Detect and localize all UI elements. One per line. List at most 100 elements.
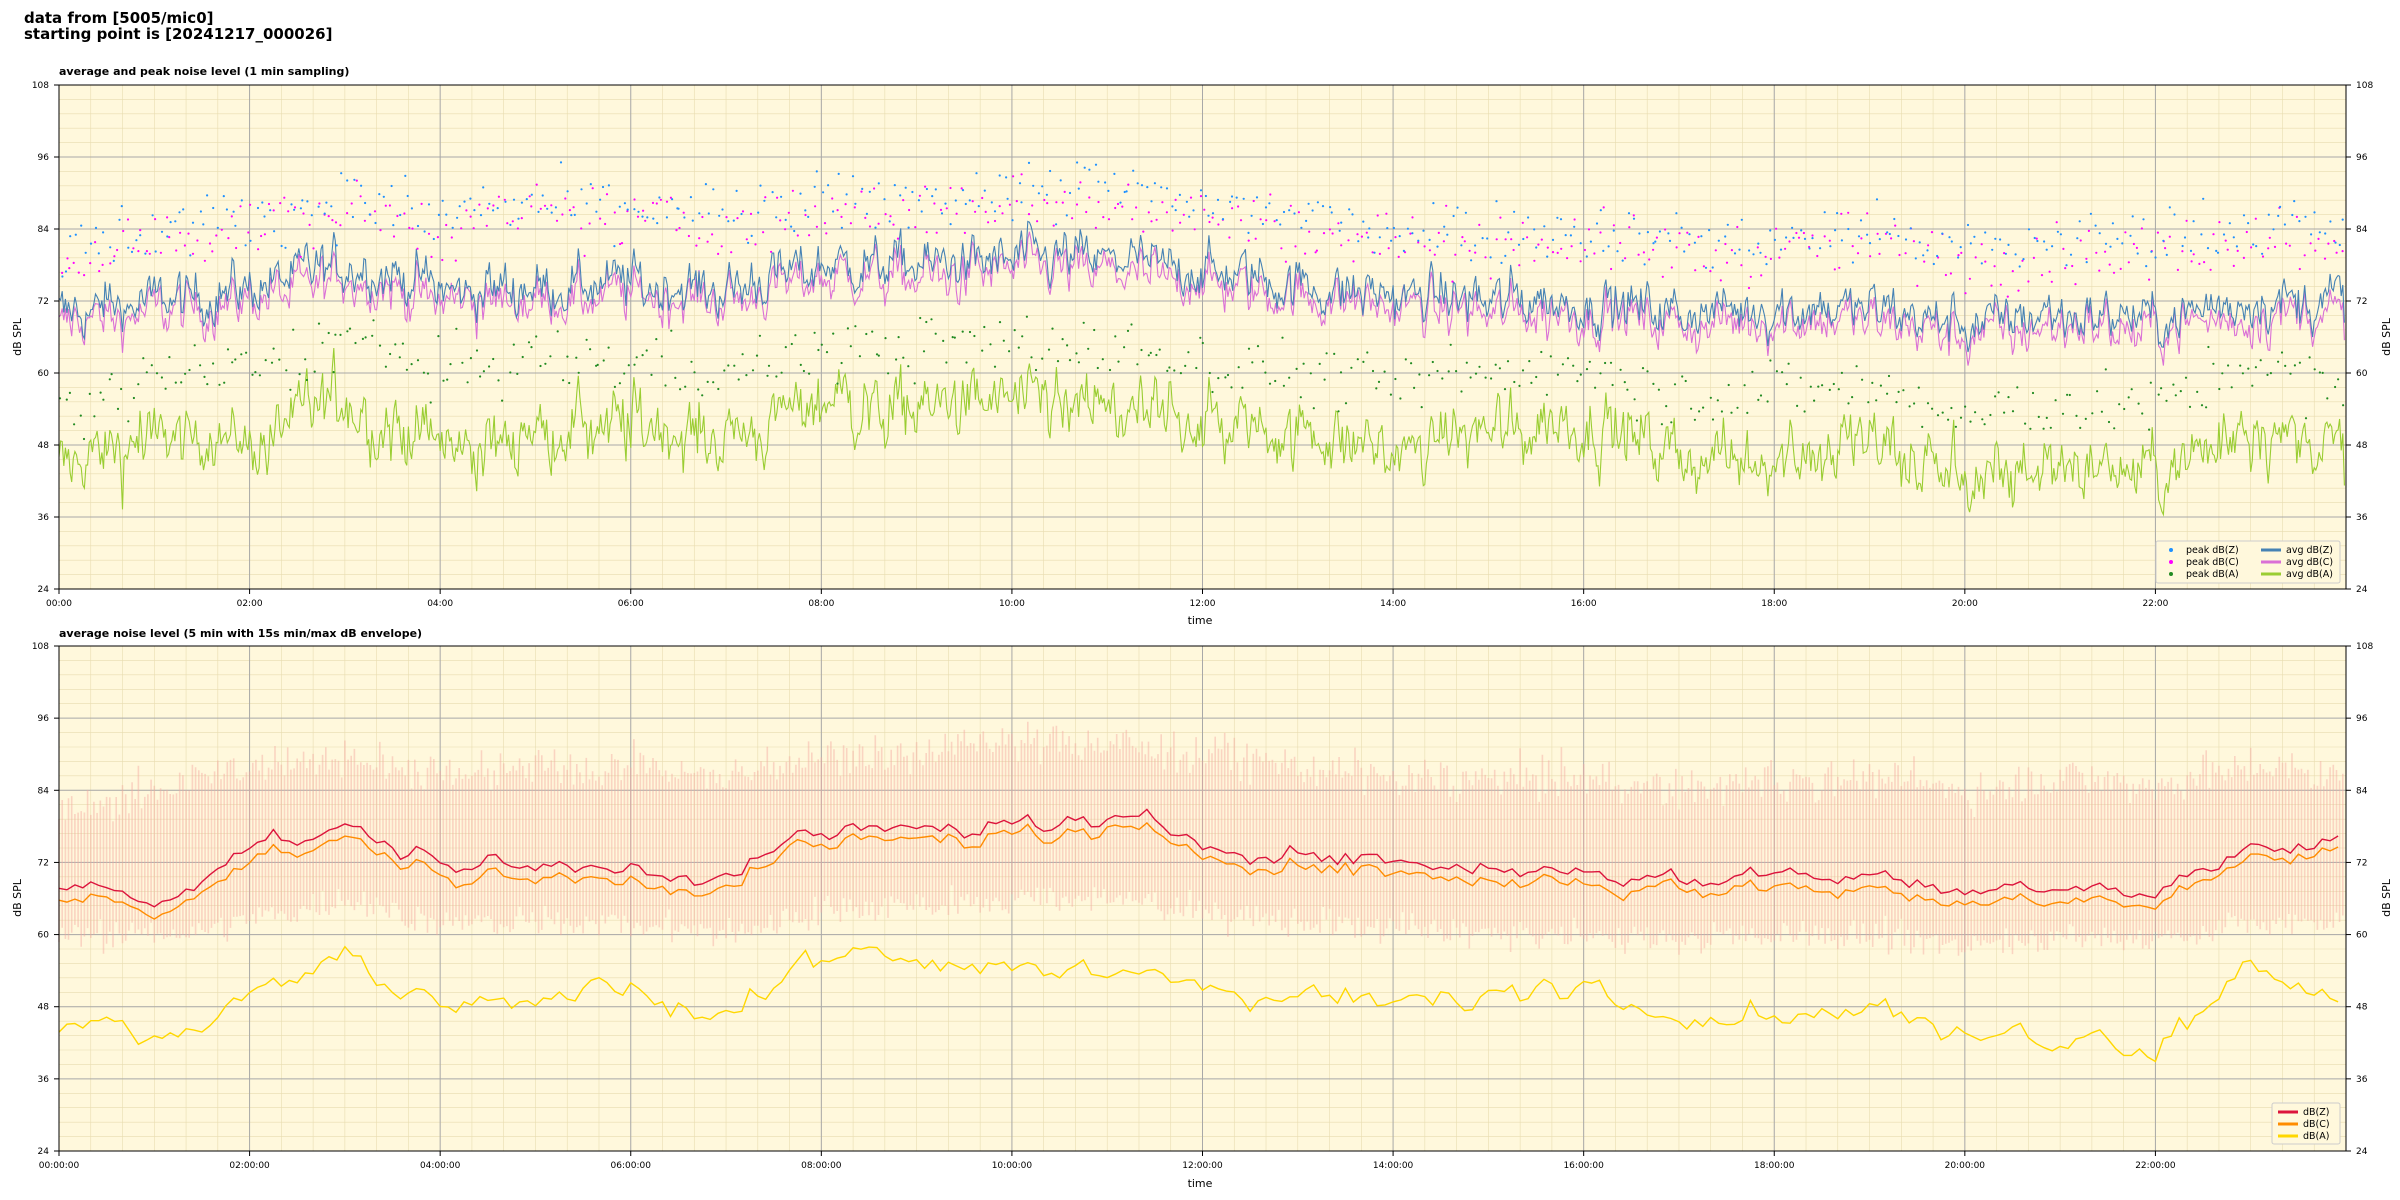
scatter-point-peakdbc	[355, 179, 358, 182]
scatter-point-peakdba	[741, 353, 744, 356]
scatter-point-peakdbc	[2074, 283, 2077, 286]
scatter-point-peakdbz	[1765, 263, 1768, 266]
scatter-point-peakdbc	[287, 210, 290, 213]
scatter-point-peakdbz	[1282, 210, 1286, 214]
scatter-point-peakdba	[670, 329, 673, 332]
scatter-point-peakdba	[1817, 385, 1820, 388]
scatter-point-peakdbc	[2040, 274, 2044, 277]
scatter-point-peakdbz	[2293, 200, 2296, 203]
scatter-point-peakdbz	[151, 214, 154, 217]
x-tick-label: 16:00	[1571, 599, 1597, 609]
scatter-point-peakdbz	[1857, 235, 1861, 238]
scatter-point-peakdba	[544, 362, 547, 365]
scatter-point-peakdba	[2068, 393, 2071, 397]
scatter-point-peakdbz	[1922, 254, 1925, 257]
scatter-point-peakdba	[1673, 383, 1677, 386]
scatter-point-peakdbc	[302, 212, 305, 215]
scatter-point-peakdba	[973, 334, 976, 338]
scatter-point-peakdba	[1166, 369, 1169, 372]
scatter-point-peakdba	[1518, 384, 1521, 387]
scatter-point-peakdbc	[787, 211, 790, 214]
scatter-point-peakdbc	[1352, 260, 1355, 263]
scatter-point-peakdbz	[1113, 172, 1116, 175]
scatter-point-peakdbc	[1269, 193, 1272, 196]
scatter-point-peakdbz	[1811, 237, 1814, 240]
scatter-point-peakdbz	[1221, 218, 1225, 221]
scatter-point-peakdbc	[1411, 216, 1414, 219]
scatter-point-peakdbc	[1142, 230, 1145, 233]
scatter-point-peakdba	[1751, 370, 1754, 373]
scatter-point-peakdba	[1902, 389, 1905, 392]
scatter-point-peakdba	[660, 355, 663, 358]
scatter-point-peakdbz	[1941, 232, 1944, 235]
series-line-dba	[58, 945, 2339, 1063]
scatter-point-peakdbc	[416, 247, 419, 250]
scatter-point-peakdba	[1813, 399, 1816, 402]
scatter-point-peakdbc	[1526, 236, 1529, 239]
scatter-point-peakdbz	[1470, 259, 1473, 262]
scatter-point-peakdbz	[1261, 222, 1264, 226]
legend-label-dbz: dB(Z)	[2303, 1107, 2329, 1118]
scatter-point-peakdba	[1535, 375, 1538, 379]
scatter-point-peakdbc	[561, 213, 564, 216]
scatter-point-peakdbc	[1775, 227, 1778, 230]
scatter-point-peakdba	[679, 388, 682, 391]
scatter-point-peakdbz	[1564, 234, 1567, 237]
scatter-point-peakdba	[836, 382, 839, 385]
scatter-point-peakdbz	[771, 191, 774, 194]
scatter-point-peakdba	[953, 336, 956, 339]
y-tick-label: 36	[38, 1075, 50, 1085]
scatter-point-peakdbc	[1661, 275, 1664, 278]
scatter-point-peakdba	[2313, 368, 2316, 371]
scatter-point-peakdbz	[2142, 218, 2145, 221]
scatter-point-peakdbc	[312, 247, 315, 250]
scatter-point-peakdba	[2266, 373, 2269, 376]
scatter-point-peakdba	[1375, 387, 1378, 390]
scatter-point-peakdbc	[1135, 206, 1138, 209]
scatter-point-peakdba	[1540, 350, 1543, 354]
scatter-point-peakdba	[1030, 356, 1033, 359]
scatter-point-peakdbz	[406, 194, 409, 198]
scatter-point-peakdbc	[935, 231, 938, 234]
scatter-point-peakdbz	[1589, 240, 1592, 243]
scatter-point-peakdbz	[139, 234, 142, 237]
scatter-point-peakdba	[2227, 364, 2230, 367]
scatter-point-peakdbc	[2164, 247, 2167, 250]
scatter-point-peakdbz	[1638, 232, 1641, 235]
scatter-point-peakdbc	[1612, 224, 1615, 227]
scatter-point-peakdba	[922, 350, 926, 353]
scatter-point-peakdba	[1447, 370, 1450, 373]
scatter-point-peakdba	[1288, 376, 1291, 379]
scatter-point-peakdbz	[290, 203, 293, 206]
scatter-point-peakdba	[193, 344, 196, 347]
scatter-point-peakdbc	[420, 202, 423, 205]
scatter-point-peakdbz	[2121, 242, 2124, 245]
scatter-point-peakdbz	[1704, 266, 1708, 269]
scatter-point-peakdba	[2011, 410, 2015, 413]
scatter-point-peakdbz	[1668, 239, 1672, 242]
scatter-point-peakdbz	[623, 202, 627, 205]
scatter-point-peakdbc	[636, 215, 640, 218]
scatter-point-peakdbc	[1376, 214, 1379, 217]
scatter-point-peakdbc	[599, 217, 602, 220]
scatter-point-peakdbz	[2014, 253, 2017, 256]
scatter-point-peakdba	[1082, 321, 1085, 324]
scatter-point-peakdbc	[2203, 261, 2206, 264]
scatter-point-peakdba	[2160, 387, 2163, 390]
scatter-point-peakdbz	[496, 207, 499, 210]
scatter-point-peakdbc	[1823, 235, 1826, 238]
scatter-point-peakdbc	[849, 222, 853, 225]
scatter-point-peakdbc	[392, 235, 396, 238]
scatter-point-peakdba	[79, 414, 82, 417]
scatter-point-peakdba	[1867, 401, 1870, 404]
scatter-point-peakdbc	[1811, 234, 1814, 237]
scatter-point-peakdbz	[1367, 236, 1370, 239]
scatter-point-peakdbz	[934, 188, 937, 191]
scatter-point-peakdba	[1875, 399, 1878, 402]
scatter-point-peakdba	[2107, 420, 2111, 424]
scatter-point-peakdbc	[998, 205, 1001, 208]
scatter-point-peakdba	[1969, 420, 1972, 423]
scatter-point-peakdba	[184, 372, 187, 375]
scatter-point-peakdba	[1025, 315, 1028, 318]
scatter-point-peakdbz	[2165, 253, 2168, 256]
